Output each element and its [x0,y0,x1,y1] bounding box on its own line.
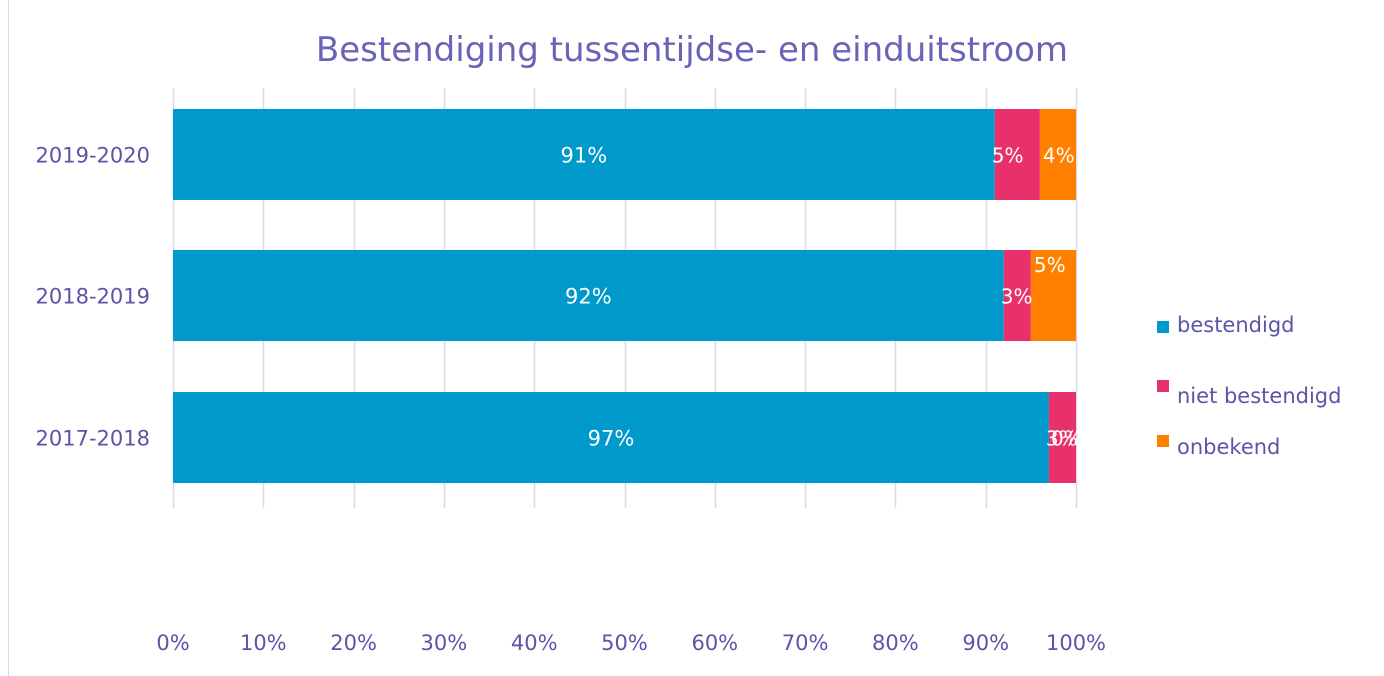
x-tick-label: 100% [1046,631,1106,655]
legend: bestendigd niet bestendigd onbekend [1157,305,1377,475]
bar-segment [1030,250,1076,341]
bar-segment [173,109,995,200]
x-tick-label: 50% [601,631,648,655]
x-tick-label: 0% [156,631,189,655]
category-label: 2017-2018 [36,427,150,451]
legend-label-bestendigd: bestendigd [1177,313,1295,337]
bar-segment [1048,392,1076,483]
x-tick-label: 80% [872,631,919,655]
legend-label-niet-bestendigd: niet bestendigd [1177,384,1342,408]
data-label: 3% [1001,285,1033,309]
chart-title: Bestendiging tussentijdse- en einduitstr… [315,30,1069,70]
data-label: 97% [588,427,635,451]
legend-swatch-niet-bestendigd [1157,380,1169,392]
data-label: 92% [565,285,612,309]
x-tick-label: 60% [691,631,738,655]
frame-border [8,0,9,676]
x-tick-label: 40% [511,631,558,655]
bar-segment [1003,250,1031,341]
bar-segment [173,392,1049,483]
x-tick-label: 90% [962,631,1009,655]
x-tick-label: 10% [240,631,287,655]
data-label: 4% [1043,144,1075,168]
bar-segment [994,109,1040,200]
category-label: 2019-2020 [36,144,150,168]
x-tick-label: 70% [782,631,829,655]
bar-segment [173,250,1004,341]
legend-label-onbekend: onbekend [1177,435,1281,459]
x-tick-label: 30% [421,631,468,655]
bar-segment [1039,109,1076,200]
x-tick-label: 20% [330,631,377,655]
data-label: 91% [561,144,608,168]
data-label: 5% [992,144,1024,168]
data-label: 3% [1046,427,1078,451]
legend-swatch-onbekend [1157,435,1169,447]
data-label: 5% [1034,253,1066,277]
legend-swatch-bestendigd [1157,321,1169,333]
category-label: 2018-2019 [36,285,150,309]
data-label: 0% [1051,427,1083,451]
